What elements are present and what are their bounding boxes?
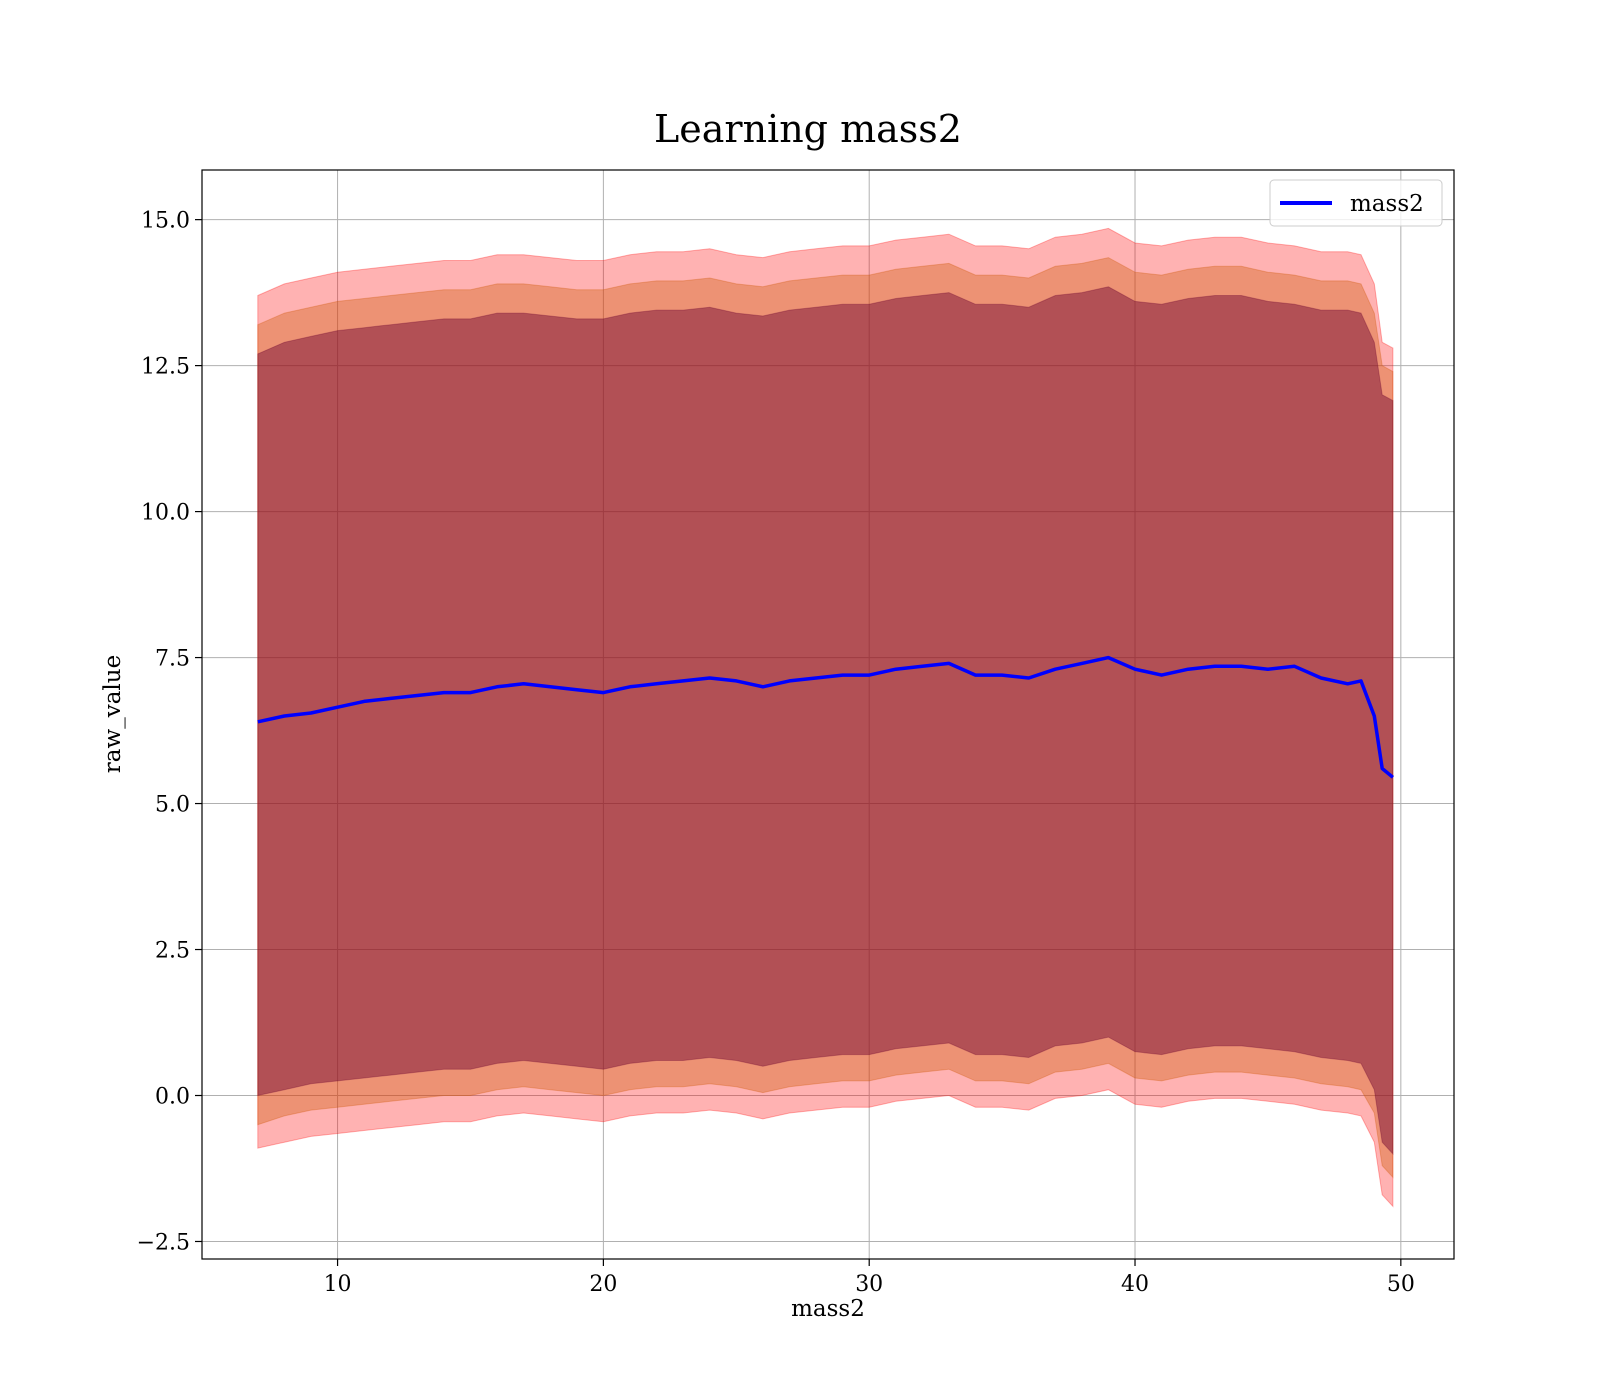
legend-label-mass2: mass2 [1350, 191, 1424, 217]
y-tick-label: 7.5 [155, 647, 190, 672]
y-axis: −2.5 0.0 2.5 5.0 7.5 10.0 12.5 15.0 [137, 209, 202, 1255]
x-tick-label: 50 [1387, 1272, 1415, 1297]
series-line-mass2 [257, 655, 1395, 779]
band-middle [257, 257, 1394, 1179]
y-tick-label: 10.0 [141, 501, 190, 526]
y-tick-label: 2.5 [155, 939, 190, 964]
uncertainty-bands [257, 227, 1394, 1208]
x-tick-label: 10 [324, 1272, 352, 1297]
y-tick-label: 0.0 [155, 1085, 190, 1110]
plot-frame [201, 169, 1455, 1260]
x-tick-label: 30 [855, 1272, 883, 1297]
grid [202, 170, 1454, 1259]
x-tick-label: 20 [589, 1272, 617, 1297]
x-axis: 10 20 30 40 50 [324, 1259, 1415, 1297]
y-tick-label: 5.0 [155, 793, 190, 818]
y-tick-label: −2.5 [137, 1230, 190, 1255]
y-axis-label: raw_value [100, 655, 126, 773]
band-inner [257, 286, 1394, 1156]
chart-title: Learning mass2 [654, 107, 962, 151]
band-outer [257, 227, 1394, 1208]
y-tick-label: 15.0 [141, 209, 190, 234]
x-axis-label: mass2 [791, 1296, 865, 1322]
legend: mass2 [1269, 179, 1443, 227]
x-tick-label: 40 [1121, 1272, 1149, 1297]
series-lines [257, 655, 1395, 779]
legend-box [1269, 179, 1443, 227]
y-tick-label: 12.5 [141, 355, 190, 380]
